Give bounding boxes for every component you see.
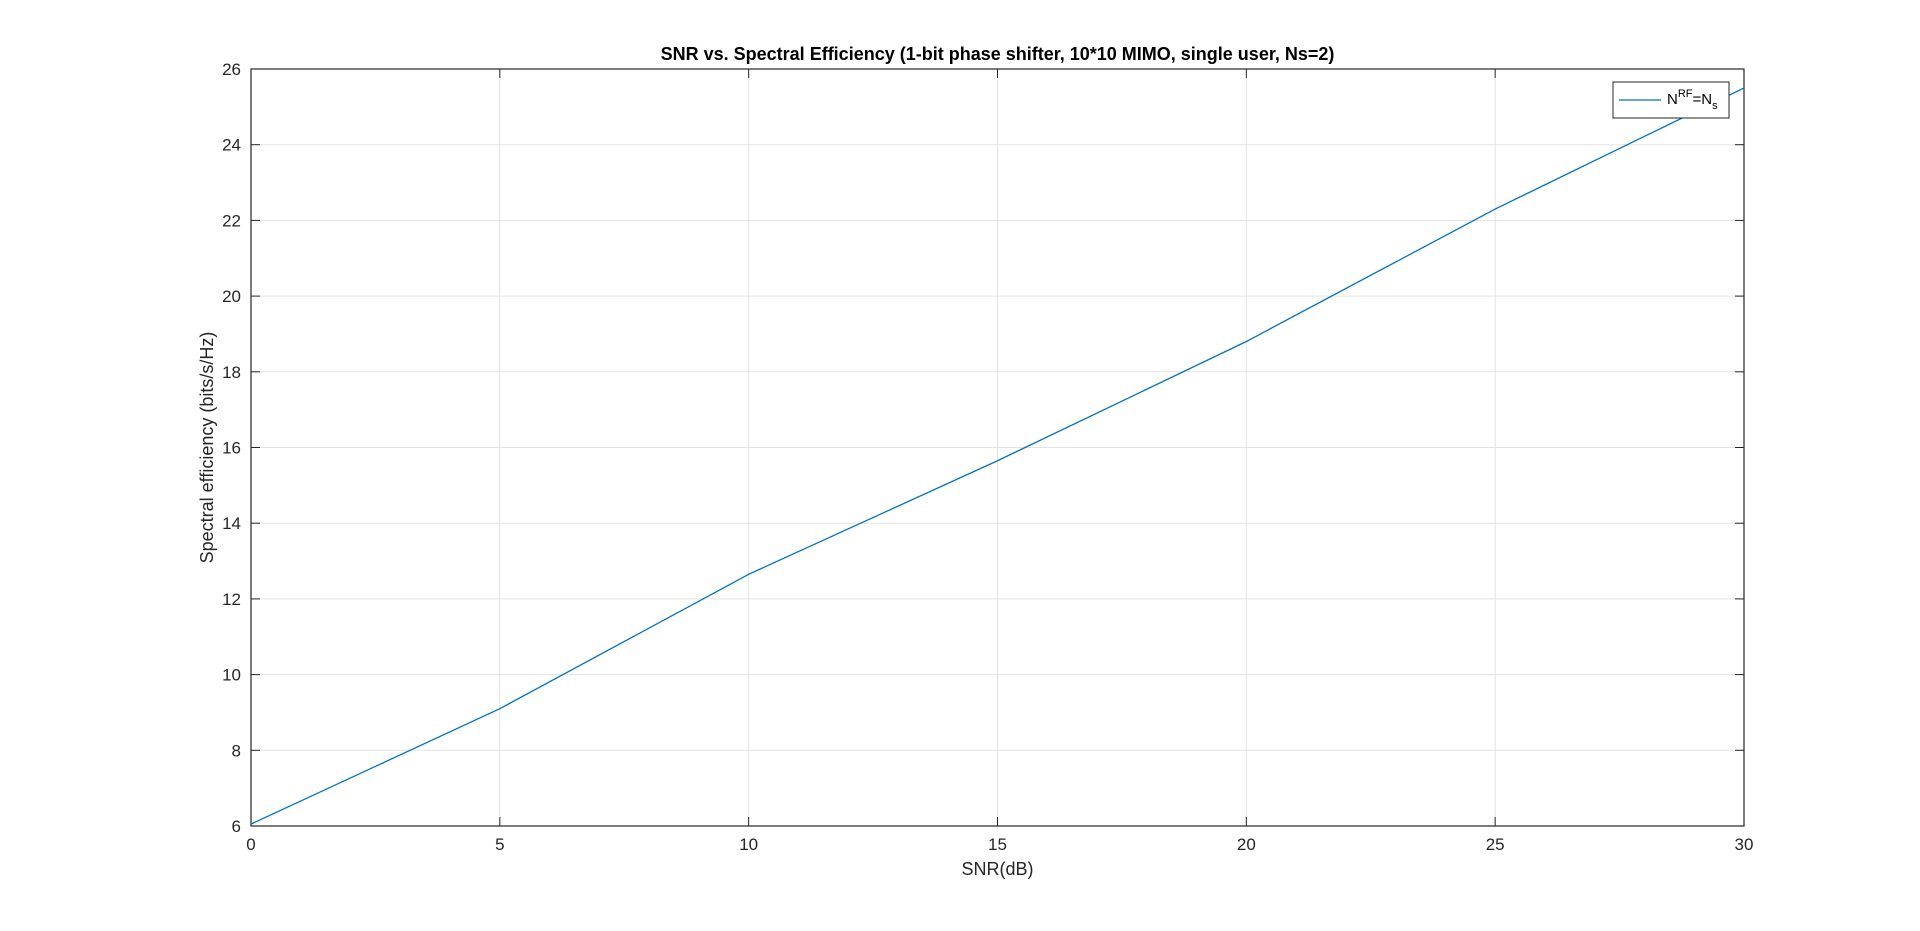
series-line-0 <box>250 87 1745 825</box>
y-tick-label: 8 <box>232 741 241 760</box>
legend-box <box>1612 81 1730 119</box>
legend-label-eq: =N <box>1693 91 1713 108</box>
y-tick-label: 24 <box>222 136 241 155</box>
x-tick-label: 30 <box>1735 835 1754 854</box>
x-axis-label: SNR(dB) <box>961 859 1033 879</box>
x-tick-label: 20 <box>1237 835 1256 854</box>
x-tick-label: 0 <box>246 835 255 854</box>
series-layer <box>250 87 1745 825</box>
tick-layer: 0 5 10 15 20 25 30 6 8 10 12 14 16 18 20 22 24 26 <box>222 60 1753 854</box>
y-tick-label: 12 <box>222 590 241 609</box>
x-tick-label: 10 <box>739 835 758 854</box>
y-tick-label: 18 <box>222 363 241 382</box>
y-axis-label: Spectral efficiency (bits/s/Hz) <box>197 332 217 564</box>
y-tick-label: 14 <box>222 514 241 533</box>
legend-label: NRF=Ns <box>1667 88 1718 112</box>
x-tick-label: 25 <box>1486 835 1505 854</box>
legend-label-base: N <box>1667 91 1678 108</box>
y-tick-label: 22 <box>222 211 241 230</box>
y-tick-label: 16 <box>222 439 241 458</box>
legend-label-sub: s <box>1712 100 1718 112</box>
y-tick-label: 10 <box>222 666 241 685</box>
y-tick-label: 26 <box>222 60 241 79</box>
x-tick-label: 5 <box>495 835 504 854</box>
chart-title: SNR vs. Spectral Efficiency (1-bit phase… <box>661 44 1335 64</box>
legend: NRF=Ns <box>1612 81 1730 119</box>
y-tick-label: 6 <box>232 817 241 836</box>
y-tick-label: 20 <box>222 287 241 306</box>
legend-label-sup: RF <box>1678 88 1693 100</box>
x-tick-label: 15 <box>988 835 1007 854</box>
